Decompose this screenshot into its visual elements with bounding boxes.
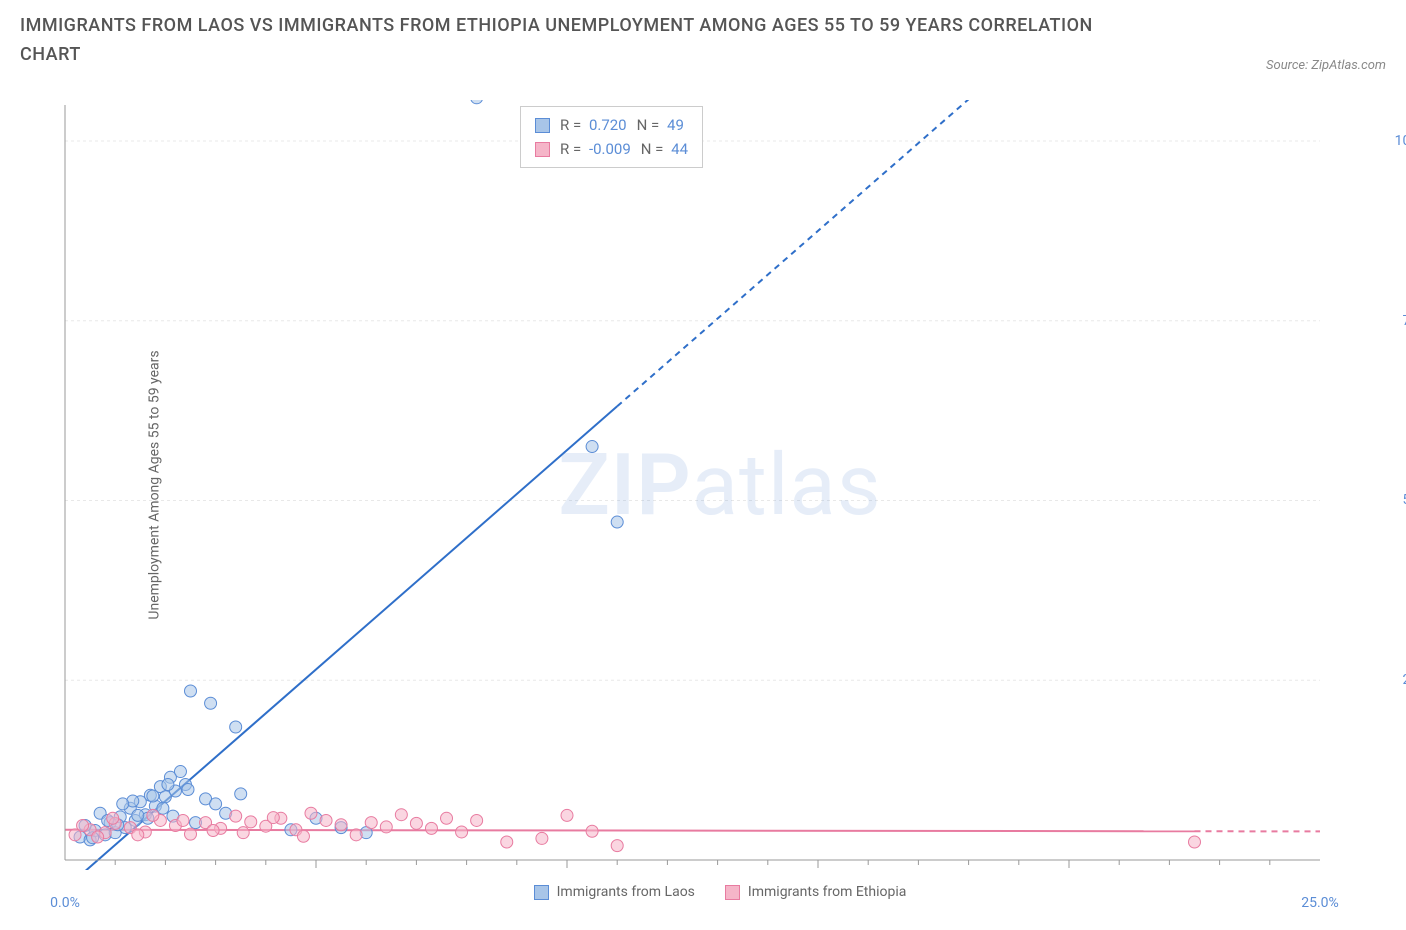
y-tick-label: 50.0% — [1402, 492, 1406, 508]
stats-swatch-ethiopia — [535, 142, 550, 157]
y-tick-label: 75.0% — [1402, 313, 1406, 329]
source-attribution: Source: ZipAtlas.com — [1266, 58, 1386, 73]
stats-row-ethiopia: R = -0.009 N = 44 — [535, 137, 688, 161]
chart-title: IMMIGRANTS FROM LAOS VS IMMIGRANTS FROM … — [20, 12, 1120, 70]
chart-area: Unemployment Among Ages 55 to 59 years Z… — [60, 100, 1380, 870]
scatter-plot — [60, 100, 1380, 870]
bottom-legend: Immigrants from Laos Immigrants from Eth… — [60, 884, 1380, 900]
legend-item-laos: Immigrants from Laos — [534, 884, 695, 900]
legend-label-laos: Immigrants from Laos — [557, 884, 695, 900]
stats-legend-box: R = 0.720 N = 49 R = -0.009 N = 44 — [520, 106, 703, 168]
y-tick-labels: 25.0% 50.0% 75.0% 100.0% — [1385, 100, 1406, 870]
legend-label-ethiopia: Immigrants from Ethiopia — [748, 884, 906, 900]
y-tick-label: 25.0% — [1402, 672, 1406, 688]
y-tick-label: 100.0% — [1395, 133, 1406, 149]
legend-item-ethiopia: Immigrants from Ethiopia — [725, 884, 906, 900]
stats-row-laos: R = 0.720 N = 49 — [535, 113, 688, 137]
legend-swatch-ethiopia — [725, 885, 740, 900]
legend-swatch-laos — [534, 885, 549, 900]
stats-swatch-laos — [535, 118, 550, 133]
